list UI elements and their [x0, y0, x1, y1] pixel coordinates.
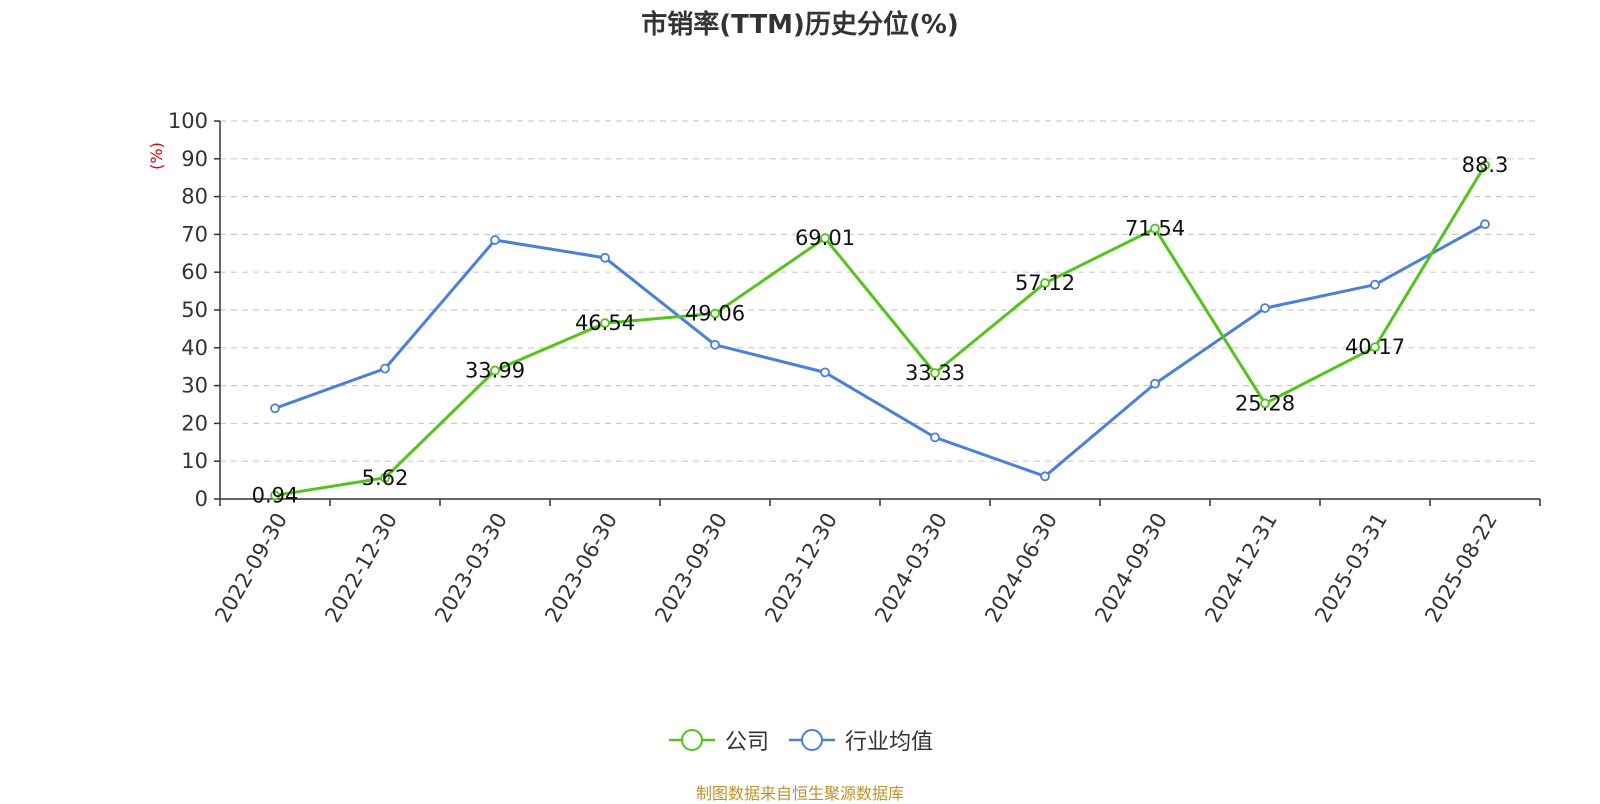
legend: 公司 行业均值	[0, 720, 1600, 760]
data-point	[1150, 223, 1160, 234]
data-point	[1480, 219, 1490, 230]
legend-marker-circle	[680, 729, 703, 751]
data-point	[820, 367, 830, 378]
data-point	[710, 308, 720, 319]
data-point	[490, 365, 500, 376]
x-tick-label: 2024-09-30	[1090, 509, 1172, 627]
data-label: 33.33	[905, 361, 965, 385]
x-tick-label: 2023-09-30	[650, 509, 732, 627]
legend-item-0[interactable]: 公司	[667, 724, 769, 756]
data-label: 33.99	[465, 359, 525, 383]
data-point	[1480, 160, 1490, 171]
x-tick-label: 2024-03-30	[870, 509, 952, 627]
y-tick-label: 80	[181, 185, 208, 209]
data-label: 88.3	[1462, 153, 1509, 177]
x-tick-label: 2023-12-30	[760, 509, 842, 627]
y-tick-label: 0	[195, 487, 208, 511]
x-tick-label: 2022-09-30	[210, 509, 292, 627]
series-line-1	[274, 222, 1486, 478]
series-lines	[270, 160, 1490, 501]
data-point	[1040, 471, 1050, 482]
data-label: 25.28	[1235, 391, 1295, 415]
x-tick-label: 2024-06-30	[980, 509, 1062, 627]
data-label: 5.62	[362, 466, 409, 490]
x-tick-label: 2025-03-31	[1310, 509, 1392, 627]
data-point	[1370, 342, 1380, 353]
y-tick-label: 70	[181, 222, 208, 246]
legend-marker-icon	[789, 729, 835, 751]
data-point	[1150, 378, 1160, 389]
chart-title: 市销率(TTM)历史分位(%)	[641, 10, 959, 40]
data-point	[380, 472, 390, 483]
data-label: 69.01	[795, 226, 855, 250]
data-point	[1260, 398, 1270, 409]
y-tick-label: 60	[181, 260, 208, 284]
legend-label: 行业均值	[845, 730, 934, 755]
data-label: 46.54	[575, 311, 635, 335]
data-label: 71.54	[1125, 217, 1185, 241]
y-tick-label: 90	[181, 147, 208, 171]
data-label: 49.06	[685, 302, 745, 326]
y-axis-label: (%)	[147, 142, 166, 170]
data-point	[270, 403, 280, 414]
data-label: 40.17	[1345, 335, 1405, 359]
data-point	[270, 490, 280, 501]
data-point	[1370, 279, 1380, 290]
data-point	[600, 318, 610, 328]
data-point	[1260, 303, 1270, 314]
y-tick-label: 100	[168, 109, 208, 133]
legend-marker-icon	[668, 729, 715, 751]
data-point	[490, 235, 500, 245]
data-point	[930, 432, 940, 443]
source-note: 制图数据来自恒生聚源数据库	[695, 784, 904, 803]
y-tick-label: 40	[181, 336, 208, 360]
data-label: 57.12	[1015, 271, 1075, 295]
x-tick-label: 2025-08-22	[1420, 509, 1502, 627]
data-label: 0.94	[252, 483, 299, 507]
legend-item-1[interactable]: 行业均值	[787, 724, 933, 756]
y-tick-label: 50	[181, 298, 208, 322]
y-tick-label: 30	[181, 374, 208, 398]
data-point	[930, 368, 940, 378]
data-point	[710, 339, 720, 350]
data-point	[600, 252, 610, 263]
y-tick-label: 20	[181, 411, 208, 435]
x-tick-label: 2022-12-30	[320, 509, 402, 627]
axes: 0 10 20 30 40 50 60 70 80 90 100(%) 2022-09-30 2022-…	[147, 109, 1541, 627]
legend-marker-circle	[801, 729, 823, 751]
x-tick-label: 2024-12-31	[1200, 509, 1282, 627]
x-tick-label: 2023-06-30	[540, 509, 622, 627]
x-tick-label: 2023-03-30	[430, 509, 512, 627]
gridlines	[220, 120, 1540, 462]
y-tick-label: 10	[181, 449, 208, 473]
data-point	[820, 233, 830, 244]
data-labels: 0.94 5.62 33.99 46.54 49.06 69.01 33.33 57.12 71…	[252, 153, 1509, 507]
data-point	[1040, 278, 1050, 288]
legend-label: 公司	[724, 730, 769, 755]
data-point	[380, 363, 390, 374]
series-line-0	[274, 164, 1487, 497]
